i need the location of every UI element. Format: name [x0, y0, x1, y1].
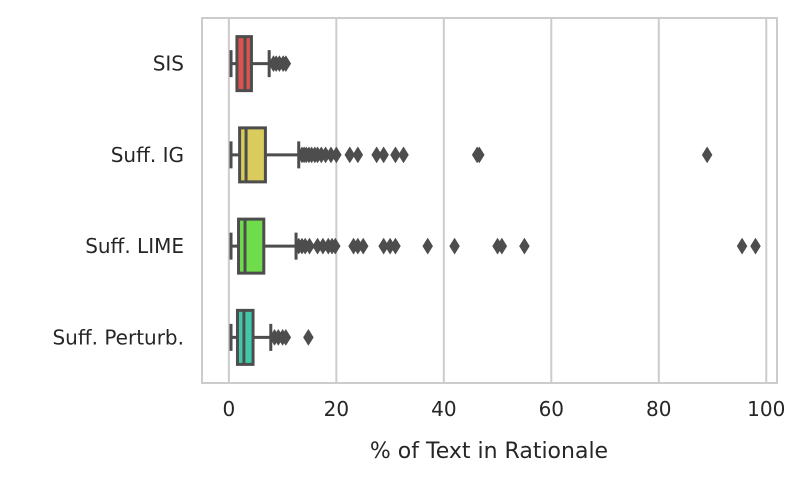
y-tick-label-1: Suff. IG	[111, 143, 184, 167]
outlier-1-16	[398, 146, 409, 164]
outlier-1-14	[378, 146, 389, 164]
outlier-2-3	[304, 237, 315, 255]
outlier-2-16	[449, 237, 460, 255]
outlier-1-10	[331, 146, 342, 164]
outlier-1-15	[390, 146, 401, 164]
outlier-2-8	[329, 237, 341, 255]
tick-labels: 0 20 40 60 80 100 SIS Suff. IG Suff. LIME Suff. P…	[52, 52, 785, 421]
outlier-1-13	[371, 146, 382, 164]
y-tick-label-0: SIS	[153, 52, 184, 76]
x-tick-label-20: 20	[324, 397, 349, 421]
outlier-2-11	[357, 237, 369, 255]
plot-frame	[201, 17, 778, 384]
box-group-3	[229, 308, 314, 366]
x-axis-label: % of Text in Rationale	[370, 439, 608, 464]
box-group-0	[229, 35, 292, 93]
outlier-2-21	[750, 237, 761, 255]
box-2	[237, 217, 266, 275]
outlier-1-12	[352, 146, 364, 164]
outlier-2-20	[736, 237, 748, 255]
box-1	[238, 126, 267, 184]
outlier-1-18	[473, 146, 485, 164]
outlier-2-19	[519, 237, 530, 255]
box-series	[229, 35, 761, 366]
box-group-1	[229, 126, 713, 184]
outlier-3-4	[303, 328, 314, 346]
outlier-2-14	[390, 237, 401, 255]
outlier-3-3	[280, 328, 292, 346]
x-tick-label-40: 40	[431, 397, 456, 421]
outlier-2-18	[496, 237, 508, 255]
outlier-1-19	[701, 146, 713, 164]
box-group-2	[229, 217, 761, 275]
x-tick-label-60: 60	[539, 397, 564, 421]
x-tick-label-80: 80	[646, 397, 671, 421]
x-tick-label-0: 0	[223, 397, 236, 421]
grid-lines	[227, 18, 768, 383]
outlier-0-4	[280, 55, 292, 73]
outlier-1-11	[344, 146, 356, 164]
x-tick-label-100: 100	[747, 397, 785, 421]
outlier-2-15	[422, 237, 433, 255]
y-tick-label-3: Suff. Perturb.	[52, 325, 184, 349]
y-tick-label-2: Suff. LIME	[85, 234, 184, 258]
